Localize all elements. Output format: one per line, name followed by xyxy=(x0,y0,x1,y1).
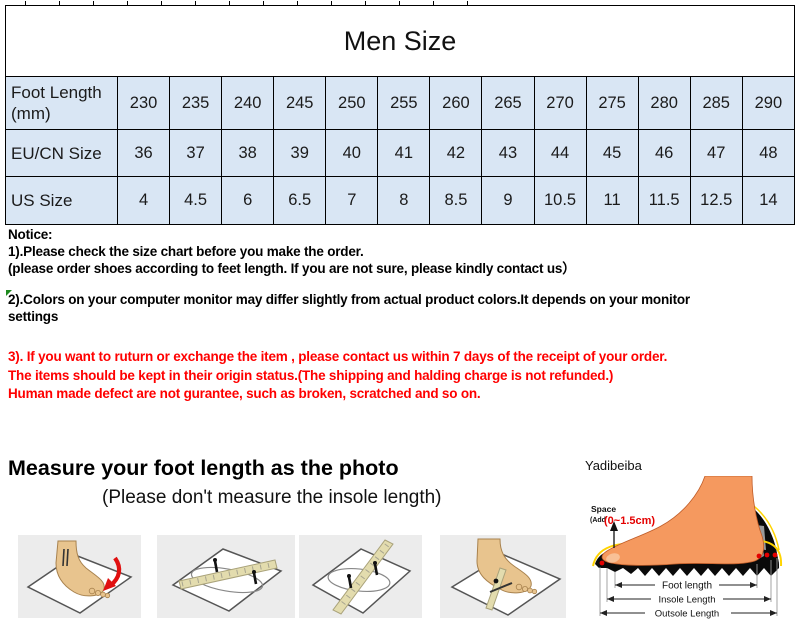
size-cell: 285 xyxy=(689,76,743,130)
toe-highlight xyxy=(606,553,620,563)
table-title-row: Men Size xyxy=(5,5,795,77)
table-row-eu-cn: EU/CN Size 36 37 38 39 40 41 42 43 44 45… xyxy=(5,129,796,177)
row-label-foot-length: Foot Length (mm) xyxy=(5,76,118,130)
foot-shape xyxy=(601,476,765,566)
size-cell: 265 xyxy=(481,76,535,130)
arrow-head-right-icon xyxy=(764,596,771,602)
size-cell: 44 xyxy=(533,129,587,177)
measure-point-dot xyxy=(772,552,778,558)
size-cell: 42 xyxy=(429,129,483,177)
outline-diagonal-ruler-icon xyxy=(311,539,412,615)
size-cell: 43 xyxy=(481,129,535,177)
insole-length-label: Insole Length xyxy=(658,595,715,606)
row-label-eu-cn: EU/CN Size xyxy=(5,129,118,177)
size-cell: 275 xyxy=(585,76,639,130)
size-cell: 230 xyxy=(116,76,171,130)
size-cell: 260 xyxy=(429,76,483,130)
size-cell: 11 xyxy=(585,176,639,225)
warning-line-1: 3). If you want to ruturn or exchange th… xyxy=(8,349,668,364)
size-cell: 6 xyxy=(221,176,275,225)
size-cell: 47 xyxy=(689,129,743,177)
size-cell: 6.5 xyxy=(273,176,327,225)
warning-line-3: Human made defect are not gurantee, such… xyxy=(8,386,481,401)
size-cell: 245 xyxy=(273,76,327,130)
arrow-head-left-icon xyxy=(600,610,607,616)
guide-lines xyxy=(599,558,778,616)
foot-length-diagram-svg: Space (Add (0~1.5cm) Foot length xyxy=(590,476,783,620)
size-cell: 38 xyxy=(221,129,275,177)
notice-line-3-wrap: settings xyxy=(8,309,59,324)
notice-heading: Notice: xyxy=(8,227,53,242)
size-cell: 10.5 xyxy=(533,176,587,225)
size-cell: 36 xyxy=(116,129,171,177)
row-label-us: US Size xyxy=(5,176,118,225)
space-label: Space xyxy=(591,504,616,514)
size-cell: 280 xyxy=(637,76,691,130)
measure-point-dot xyxy=(764,552,770,558)
outsole-length-label: Outsole Length xyxy=(655,609,719,620)
cell-error-flag-icon xyxy=(6,290,12,296)
size-cell: 240 xyxy=(221,76,275,130)
brand-name: Yadibeiba xyxy=(585,458,642,473)
spreadsheet-row-ticks xyxy=(25,1,491,5)
size-cell: 39 xyxy=(273,129,327,177)
warning-line-2: The items should be kept in their origin… xyxy=(8,367,614,383)
arrow-head-left-icon xyxy=(607,596,614,602)
foot-ruler-icon xyxy=(450,538,562,616)
size-cell: 46 xyxy=(637,129,691,177)
arrow-head-right-icon xyxy=(770,610,777,616)
notice-line-2: (please order shoes according to feet le… xyxy=(8,261,576,276)
size-cell: 14 xyxy=(741,176,796,225)
size-cell: 11.5 xyxy=(637,176,691,225)
size-cell: 8 xyxy=(377,176,431,225)
curved-arrow-head-icon xyxy=(103,578,116,591)
notice-line-1: 1).Please check the size chart before yo… xyxy=(8,244,364,259)
notice-line-3: 2).Colors on your computer monitor may d… xyxy=(8,292,690,307)
measure-heading: Measure your foot length as the photo xyxy=(8,456,399,480)
arrow-head-left-icon xyxy=(615,582,622,588)
measure-subheading: (Please don't measure the insole length) xyxy=(102,487,442,508)
foot-length-label: Foot length xyxy=(662,581,712,592)
size-cell: 45 xyxy=(585,129,639,177)
measure-step-4-illustration xyxy=(440,535,566,618)
space-range-label: (0~1.5cm) xyxy=(604,515,655,527)
size-cell: 41 xyxy=(377,129,431,177)
size-cell: 7 xyxy=(325,176,379,225)
table-row-foot-length: Foot Length (mm) 230 235 240 245 250 255… xyxy=(5,76,796,130)
measure-point-dot xyxy=(599,560,605,566)
measure-step-2-illustration xyxy=(157,535,295,618)
size-cell: 8.5 xyxy=(429,176,483,225)
size-cell: 48 xyxy=(741,129,796,177)
space-arrow-head-icon xyxy=(610,521,618,531)
size-chart-table: Men Size Foot Length (mm) 230 235 240 24… xyxy=(5,5,796,225)
measure-point-dot xyxy=(756,553,762,559)
size-cell: 235 xyxy=(169,76,223,130)
measure-step-1-illustration xyxy=(18,535,141,618)
size-cell: 4.5 xyxy=(169,176,223,225)
size-cell: 4 xyxy=(116,176,171,225)
size-cell: 37 xyxy=(169,129,223,177)
size-cell: 40 xyxy=(325,129,379,177)
add-label: (Add xyxy=(590,517,606,524)
notice-block: Notice: 1).Please check the size chart b… xyxy=(8,226,690,325)
size-cell: 290 xyxy=(741,76,796,130)
table-title: Men Size xyxy=(5,5,795,77)
size-cell: 250 xyxy=(325,76,379,130)
measure-step-3-illustration xyxy=(299,535,422,618)
foot-on-paper-icon xyxy=(26,540,133,614)
arrow-head-right-icon xyxy=(750,582,757,588)
size-cell: 9 xyxy=(481,176,535,225)
table-row-us: US Size 4 4.5 6 6.5 7 8 8.5 9 10.5 11 11… xyxy=(5,176,796,225)
size-cell: 255 xyxy=(377,76,431,130)
warning-block: 3). If you want to ruturn or exchange th… xyxy=(8,348,667,404)
outline-ruler-icon xyxy=(171,548,283,612)
size-cell: 270 xyxy=(533,76,587,130)
size-cell: 12.5 xyxy=(689,176,743,225)
foot-length-diagram: Space (Add (0~1.5cm) Foot length xyxy=(555,476,800,634)
